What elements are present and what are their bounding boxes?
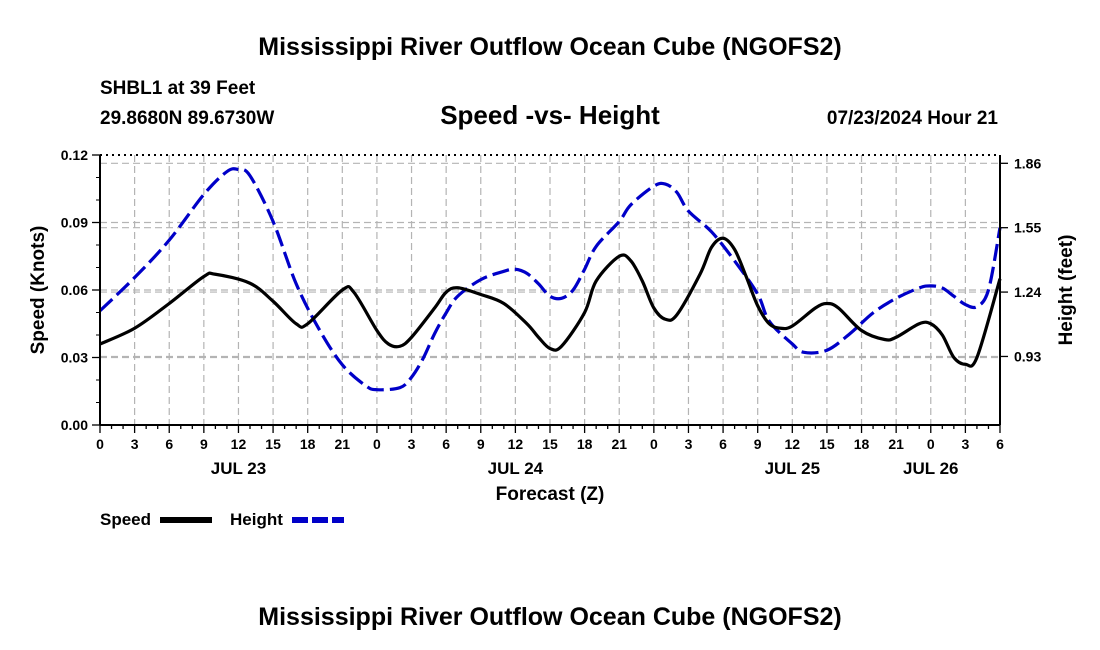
x-tick-label: 18 [300,436,316,452]
x-date-label: JUL 24 [488,459,544,478]
chart-title: Speed -vs- Height [440,100,660,130]
x-tick-label: 3 [685,436,693,452]
x-date-label: JUL 25 [765,459,820,478]
legend: Speed Height [100,510,344,529]
x-tick-label: 0 [927,436,935,452]
y-tick-label-left: 0.12 [61,147,88,163]
y-tick-label-left: 0.09 [61,215,88,231]
x-tick-label: 9 [477,436,485,452]
x-tick-label: 6 [719,436,727,452]
series-line-speed [99,236,1002,368]
y-tick-label-left: 0.06 [61,282,88,298]
station-name: SHBL1 at 39 Feet [100,78,256,99]
axis-ticks: 0 3 6 9 12 15 18 21 0 3 6 9 12 15 18 21 0 3 6 9 12 15 18 21 0 3 6 J… [61,147,1042,478]
x-tick-label: 21 [888,436,904,452]
y-axis-label-left: Speed (Knots) [28,226,49,355]
footer-title: Mississippi River Outflow Ocean Cube (NG… [258,603,841,631]
y-tick-label-right: 1.24 [1014,284,1041,300]
y-axis-label-right: Height (feet) [1056,235,1077,346]
x-date-label: JUL 23 [211,459,266,478]
x-tick-label: 12 [785,436,801,452]
x-tick-label: 18 [854,436,870,452]
series-lines [98,167,1002,392]
x-tick-label: 12 [231,436,247,452]
x-tick-label: 6 [165,436,173,452]
x-tick-label: 15 [819,436,835,452]
x-tick-label: 9 [200,436,208,452]
x-tick-label: 0 [96,436,104,452]
x-tick-label: 9 [754,436,762,452]
x-axis-label: Forecast (Z) [496,484,605,505]
legend-height-label: Height [230,510,283,529]
x-tick-label: 0 [650,436,658,452]
y-tick-label-right: 1.86 [1014,155,1041,171]
series-line-height [98,167,1002,392]
legend-speed-label: Speed [100,510,151,529]
grid-lines [100,155,1000,425]
x-tick-label: 21 [611,436,627,452]
page-title: Mississippi River Outflow Ocean Cube (NG… [258,33,841,61]
y-tick-label-right: 0.93 [1014,348,1041,364]
x-tick-label: 12 [508,436,524,452]
y-tick-label-left: 0.00 [61,417,88,433]
x-tick-label: 6 [996,436,1004,452]
station-coords: 29.8680N 89.6730W [100,108,274,129]
x-tick-label: 21 [335,436,351,452]
x-tick-label: 3 [131,436,139,452]
y-tick-label-right: 1.55 [1014,220,1041,236]
x-tick-label: 15 [265,436,281,452]
x-tick-label: 3 [408,436,416,452]
x-tick-label: 15 [542,436,558,452]
x-tick-label: 3 [961,436,969,452]
x-tick-label: 0 [373,436,381,452]
x-tick-label: 18 [577,436,593,452]
y-tick-label-left: 0.03 [61,350,88,366]
x-date-label: JUL 26 [903,459,958,478]
x-tick-label: 6 [442,436,450,452]
forecast-datetime: 07/23/2024 Hour 21 [827,108,999,129]
